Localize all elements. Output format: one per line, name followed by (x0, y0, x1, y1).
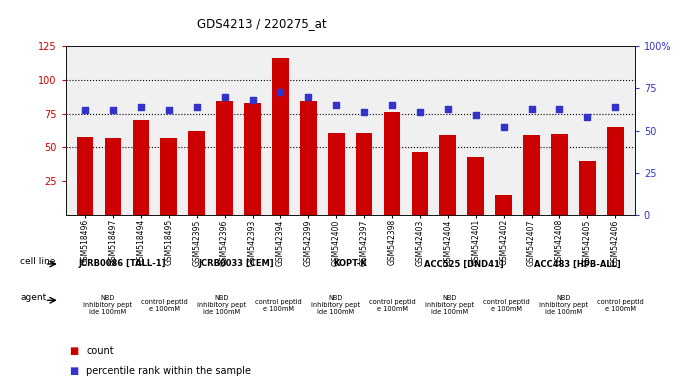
Bar (216, 101, 233, 215)
Text: NBD
inhibitory pept
ide 100mM: NBD inhibitory pept ide 100mM (197, 295, 246, 315)
Point (219, 94, 230, 100)
Bar (440, 135, 456, 215)
Bar (495, 195, 512, 215)
Text: JCRB0033 [CEM]: JCRB0033 [CEM] (198, 260, 274, 268)
Point (164, 107, 175, 113)
Bar (523, 135, 540, 215)
Bar (356, 132, 373, 215)
Text: control peptid
e 100mM: control peptid e 100mM (483, 299, 530, 312)
Text: percentile rank within the sample: percentile rank within the sample (86, 366, 251, 376)
Point (554, 106, 565, 112)
Bar (132, 121, 149, 215)
Point (415, 109, 426, 115)
Text: ■: ■ (69, 346, 78, 356)
Text: control peptid
e 100mM: control peptid e 100mM (597, 299, 644, 312)
Point (582, 114, 593, 120)
Point (79, 107, 90, 113)
Text: control peptid
e 100mM: control peptid e 100mM (255, 299, 302, 312)
Point (526, 106, 537, 112)
Point (108, 107, 119, 113)
Bar (300, 101, 317, 215)
Point (303, 94, 314, 100)
Text: NBD
inhibitory pept
ide 100mM: NBD inhibitory pept ide 100mM (83, 295, 132, 315)
Bar (328, 132, 344, 215)
Text: ACC525 [DND41]: ACC525 [DND41] (424, 260, 504, 268)
Point (359, 109, 370, 115)
Text: agent: agent (21, 293, 47, 302)
Bar (607, 127, 624, 215)
Bar (244, 103, 261, 215)
Text: cell line: cell line (21, 257, 56, 266)
Point (386, 102, 397, 108)
Bar (467, 157, 484, 215)
Point (247, 97, 258, 103)
Text: control peptid
e 100mM: control peptid e 100mM (141, 299, 188, 312)
Point (135, 104, 146, 110)
Bar (551, 134, 568, 215)
Point (275, 89, 286, 95)
Point (610, 104, 621, 110)
Bar (579, 161, 595, 215)
Bar (77, 137, 93, 215)
Text: KOPT-K: KOPT-K (333, 260, 366, 268)
Text: NBD
inhibitory pept
ide 100mM: NBD inhibitory pept ide 100mM (539, 295, 588, 315)
Bar (272, 58, 289, 215)
Text: GDS4213 / 220275_at: GDS4213 / 220275_at (197, 17, 327, 30)
Text: NBD
inhibitory pept
ide 100mM: NBD inhibitory pept ide 100mM (425, 295, 474, 315)
Bar (411, 152, 428, 215)
Point (470, 112, 481, 118)
Text: count: count (86, 346, 114, 356)
Point (498, 124, 509, 130)
Point (331, 102, 342, 108)
Bar (105, 138, 121, 215)
Bar (384, 112, 400, 215)
Point (191, 104, 202, 110)
Text: ■: ■ (69, 366, 78, 376)
Bar (161, 138, 177, 215)
Point (442, 106, 453, 112)
Text: JCRB0086 [TALL-1]: JCRB0086 [TALL-1] (79, 260, 166, 268)
Text: control peptid
e 100mM: control peptid e 100mM (369, 299, 416, 312)
Text: ACC483 [HPB-ALL]: ACC483 [HPB-ALL] (534, 260, 621, 268)
Text: NBD
inhibitory pept
ide 100mM: NBD inhibitory pept ide 100mM (311, 295, 360, 315)
Bar (188, 131, 205, 215)
